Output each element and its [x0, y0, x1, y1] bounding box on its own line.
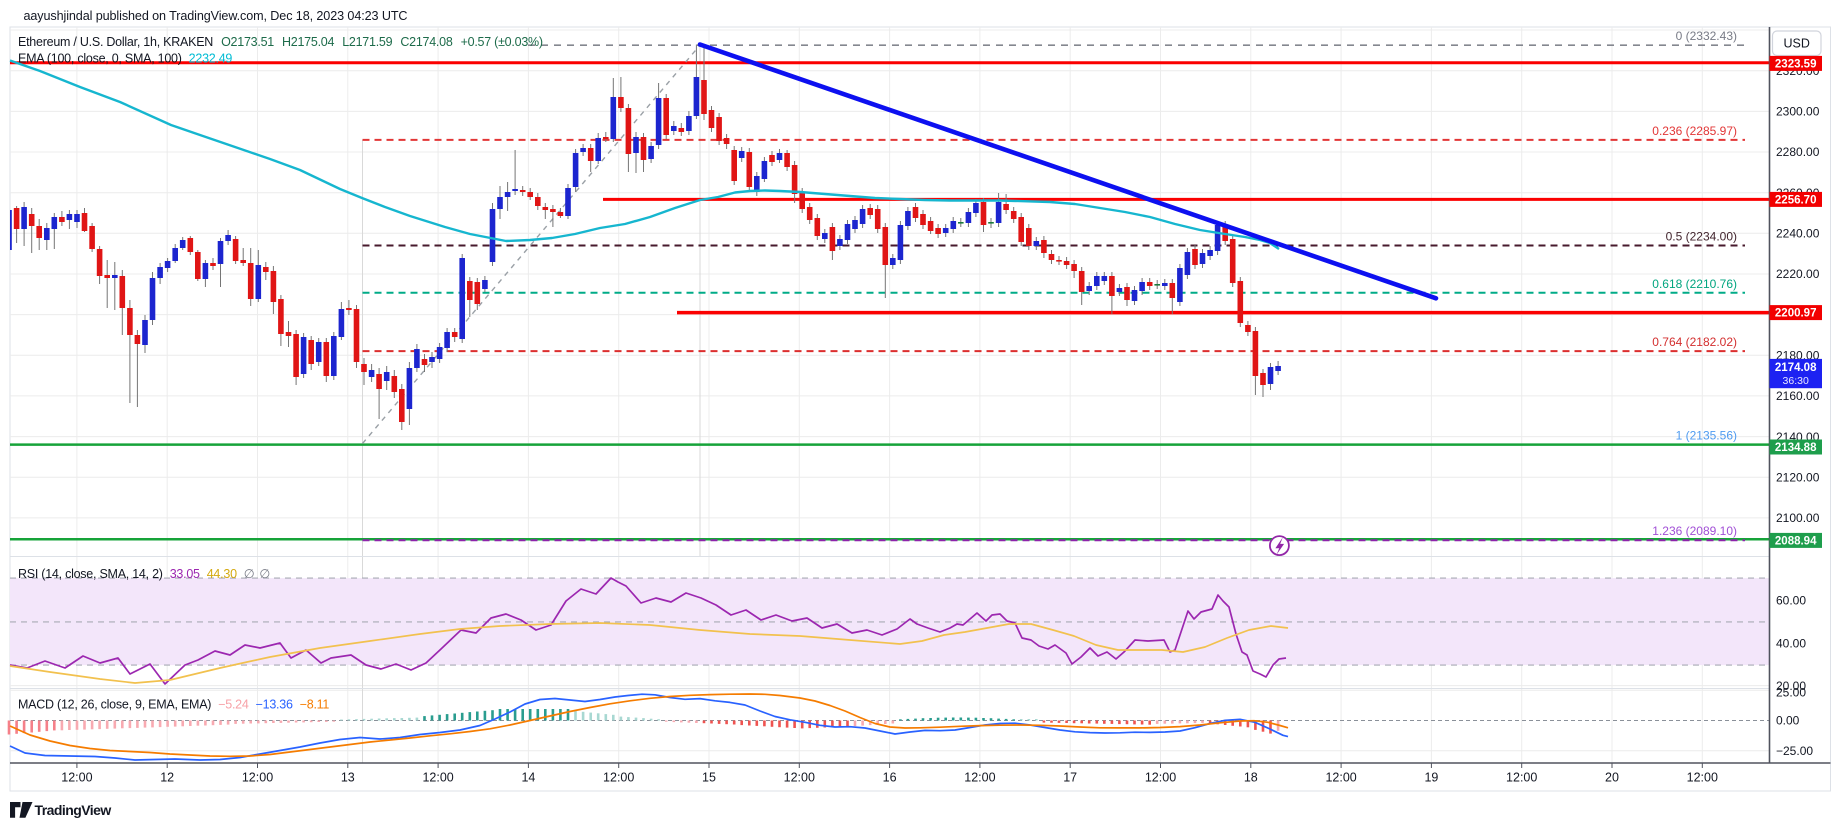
- svg-text:2134.88: 2134.88: [1775, 442, 1817, 454]
- svg-text:2300.00: 2300.00: [1776, 105, 1820, 119]
- svg-text:aayushjindal published on Trad: aayushjindal published on TradingView.co…: [24, 9, 408, 23]
- svg-text:60.00: 60.00: [1776, 594, 1806, 608]
- svg-text:2200.97: 2200.97: [1775, 308, 1817, 320]
- svg-text:14: 14: [521, 771, 535, 785]
- svg-text:0.764 (2182.02): 0.764 (2182.02): [1652, 335, 1737, 349]
- svg-text:TradingView: TradingView: [35, 802, 112, 818]
- svg-text:12:00: 12:00: [784, 771, 815, 785]
- svg-text:16: 16: [883, 771, 897, 785]
- svg-text:0.618 (2210.76): 0.618 (2210.76): [1652, 277, 1737, 291]
- svg-text:12:00: 12:00: [1325, 771, 1356, 785]
- svg-text:12:00: 12:00: [603, 771, 634, 785]
- svg-text:0.00: 0.00: [1776, 714, 1800, 728]
- svg-text:15: 15: [702, 771, 716, 785]
- svg-text:36:30: 36:30: [1783, 375, 1809, 387]
- svg-text:2100.00: 2100.00: [1776, 511, 1820, 525]
- svg-text:17: 17: [1063, 771, 1077, 785]
- svg-text:0 (2332.43): 0 (2332.43): [1676, 29, 1737, 43]
- svg-text:12:00: 12:00: [422, 771, 453, 785]
- svg-text:2160.00: 2160.00: [1776, 389, 1820, 403]
- svg-text:EMA (100, close, 0, SMA, 100)2: EMA (100, close, 0, SMA, 100) 2232.49: [18, 52, 232, 66]
- svg-text:2240.00: 2240.00: [1776, 227, 1820, 241]
- svg-text:USD: USD: [1783, 37, 1809, 51]
- svg-text:2280.00: 2280.00: [1776, 145, 1820, 159]
- svg-text:13: 13: [341, 771, 355, 785]
- svg-text:MACD (12, 26, close, 9, EMA, E: MACD (12, 26, close, 9, EMA, EMA) −5.24 −1…: [18, 698, 329, 712]
- svg-text:19: 19: [1424, 771, 1438, 785]
- svg-text:12:00: 12:00: [61, 771, 92, 785]
- svg-text:2088.94: 2088.94: [1775, 536, 1817, 548]
- svg-text:2120.00: 2120.00: [1776, 470, 1820, 484]
- svg-text:−25.00: −25.00: [1776, 744, 1813, 758]
- svg-text:20: 20: [1605, 771, 1619, 785]
- svg-text:12:00: 12:00: [1506, 771, 1537, 785]
- svg-text:0.236 (2285.97): 0.236 (2285.97): [1652, 124, 1737, 138]
- svg-text:40.00: 40.00: [1776, 637, 1806, 651]
- svg-text:2174.08: 2174.08: [1775, 362, 1817, 374]
- svg-text:25.00: 25.00: [1776, 686, 1806, 700]
- svg-text:2323.59: 2323.59: [1775, 59, 1817, 71]
- svg-text:18: 18: [1244, 771, 1258, 785]
- svg-text:12:00: 12:00: [1145, 771, 1176, 785]
- svg-text:12: 12: [160, 771, 174, 785]
- svg-text:12:00: 12:00: [1687, 771, 1718, 785]
- svg-text:1.236 (2089.10): 1.236 (2089.10): [1652, 524, 1737, 538]
- svg-text:20.00: 20.00: [1776, 679, 1806, 693]
- svg-text:12:00: 12:00: [242, 771, 273, 785]
- svg-text:2220.00: 2220.00: [1776, 267, 1820, 281]
- svg-text:1 (2135.56): 1 (2135.56): [1676, 429, 1737, 443]
- svg-text:0.5 (2234.00): 0.5 (2234.00): [1666, 230, 1737, 244]
- svg-text:12:00: 12:00: [964, 771, 995, 785]
- svg-text:2256.70: 2256.70: [1775, 195, 1817, 207]
- svg-text:RSI (14, close, SMA, 14, 2)33.: RSI (14, close, SMA, 14, 2) 33.05 44.30 ∅ ∅: [18, 567, 270, 581]
- svg-text:Ethereum / U.S. Dollar, 1h, KR: Ethereum / U.S. Dollar, 1h, KRAKEN O2173.…: [18, 35, 543, 49]
